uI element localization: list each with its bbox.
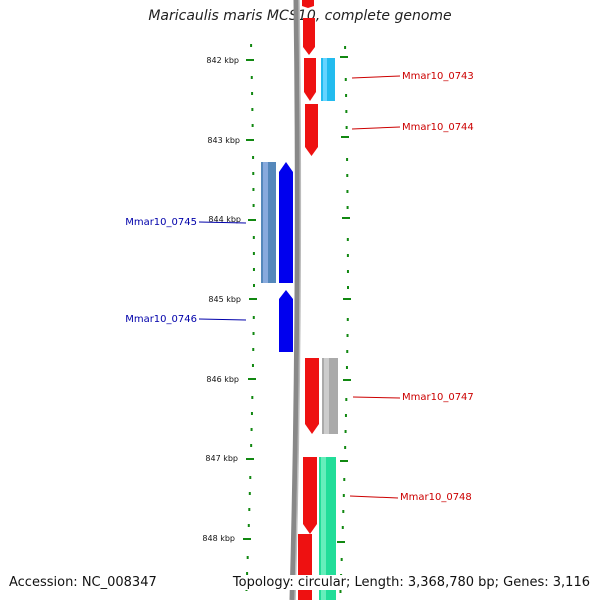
leader-line-0744 <box>351 126 401 130</box>
major-ticks: 842 kbp 843 kbp 844 kbp 845 kbp 846 kbp … <box>202 56 351 543</box>
gene-arrow-top[interactable] <box>302 0 314 8</box>
gene-label-0748[interactable]: Mmar10_0748 <box>400 492 472 503</box>
gene-arrow-0742[interactable] <box>303 18 315 55</box>
gene-arrow-0744[interactable] <box>305 104 318 156</box>
genome-summary-text: Topology: circular; Length: 3,368,780 bp… <box>232 575 590 590</box>
tick-label: 848 kbp <box>202 534 235 543</box>
feature-highlight <box>324 358 329 434</box>
gene-arrow-0746[interactable] <box>279 290 293 352</box>
accession-text: Accession: NC_008347 <box>9 575 157 590</box>
gene-labels: Mmar10_0743 Mmar10_0744 Mmar10_0745 Mmar… <box>125 71 474 503</box>
minor-ticks <box>245 44 349 593</box>
leader-line-0745 <box>198 221 247 224</box>
gene-label-0743[interactable]: Mmar10_0743 <box>402 71 474 82</box>
leader-line-0746 <box>198 318 247 321</box>
gene-label-0744[interactable]: Mmar10_0744 <box>402 122 474 133</box>
map-title: Maricaulis maris MCS10, complete genome <box>148 8 452 24</box>
tick-label: 844 kbp <box>208 215 241 224</box>
tick-label: 847 kbp <box>205 454 238 463</box>
tick-label: 842 kbp <box>206 56 239 65</box>
genome-backbone-shadow <box>294 0 302 600</box>
reverse-strand-features <box>261 162 293 352</box>
leader-line-0747 <box>352 396 401 399</box>
tick-label: 845 kbp <box>208 295 241 304</box>
feature-highlight <box>323 58 327 101</box>
feature-highlight <box>263 162 268 283</box>
feature-highlight <box>321 457 326 600</box>
gene-arrow-bottom[interactable] <box>298 534 312 600</box>
forward-strand-features <box>298 0 319 600</box>
gene-arrow-0748[interactable] <box>303 457 317 534</box>
tick-label: 846 kbp <box>206 375 239 384</box>
genome-backbone <box>289 0 300 600</box>
gene-arrow-0743[interactable] <box>304 58 316 101</box>
gene-label-0746[interactable]: Mmar10_0746 <box>125 314 197 325</box>
gene-label-0747[interactable]: Mmar10_0747 <box>402 392 474 403</box>
gene-label-0745[interactable]: Mmar10_0745 <box>125 217 197 228</box>
forward-companion-features <box>319 58 338 600</box>
leader-line-0748 <box>349 495 399 499</box>
gene-arrow-0745[interactable] <box>279 162 293 283</box>
gene-arrow-0747[interactable] <box>305 358 319 434</box>
tick-label: 843 kbp <box>207 136 240 145</box>
leader-line-0743 <box>351 75 401 79</box>
